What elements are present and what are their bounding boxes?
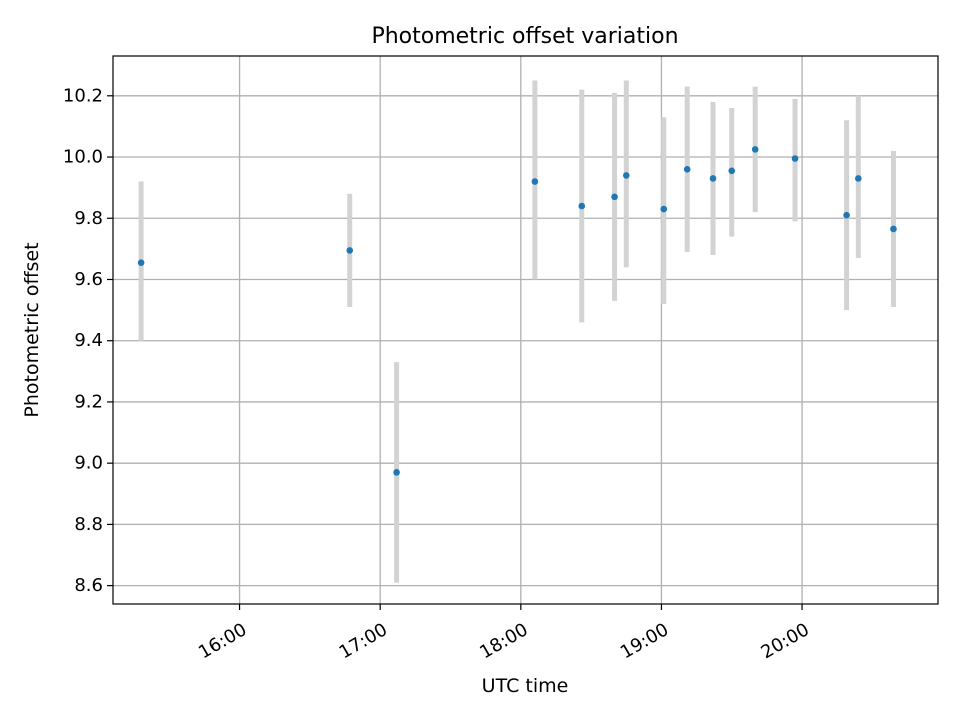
data-point [709, 175, 717, 182]
data-point [393, 469, 400, 476]
grid-lines [113, 56, 938, 604]
data-point [660, 205, 668, 213]
data-point [751, 146, 759, 153]
y-tick-label: 9.0 [74, 453, 103, 474]
y-tick-label: 9.2 [74, 391, 103, 412]
plot-frame [112, 55, 939, 605]
x-axis-label: UTC time [482, 675, 569, 697]
data-point [531, 178, 539, 185]
data-point [137, 259, 145, 266]
x-axis-ticks: 16:00 17:00 18:00 19:00 20:00 [195, 604, 813, 663]
x-tick-label: 20:00 [758, 619, 813, 663]
y-axis-ticks: 8.6 8.8 9.0 9.2 9.4 9.6 9.8 10.0 10.2 [63, 85, 113, 596]
data-point [578, 202, 586, 210]
y-axis-label: Photometric offset [21, 242, 43, 417]
y-tick-label: 8.6 [74, 575, 103, 596]
y-tick-label: 10.2 [63, 85, 103, 106]
data-point [622, 172, 630, 179]
y-tick-label: 9.4 [74, 330, 103, 351]
y-tick-label: 9.6 [74, 269, 103, 290]
x-tick-label: 17:00 [336, 619, 391, 663]
y-tick-label: 8.8 [74, 514, 103, 535]
chart-title: Photometric offset variation [371, 24, 678, 49]
x-tick-label: 18:00 [476, 619, 531, 663]
data-point [855, 175, 862, 182]
data-point [346, 247, 354, 254]
y-tick-label: 10.0 [63, 147, 103, 168]
data-point [843, 211, 850, 219]
error-bars [138, 80, 896, 583]
data-points [137, 146, 897, 476]
data-point [890, 225, 897, 233]
data-point [611, 193, 618, 201]
data-point [728, 167, 736, 175]
x-tick-label: 16:00 [195, 619, 250, 663]
y-tick-label: 9.8 [74, 208, 103, 229]
data-point [683, 165, 691, 173]
data-point [791, 155, 799, 162]
x-tick-label: 19:00 [617, 619, 672, 663]
